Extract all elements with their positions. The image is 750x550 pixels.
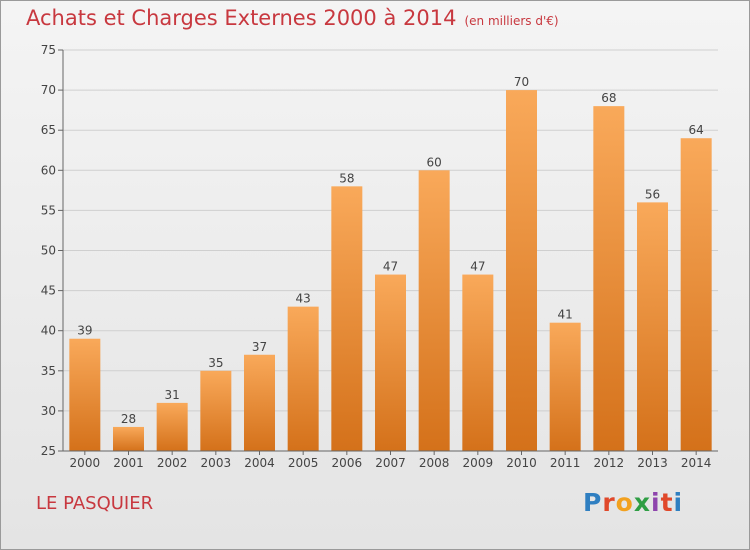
x-tick-label: 2004	[244, 456, 275, 470]
x-tick-label: 2009	[463, 456, 494, 470]
x-tick-label: 2001	[113, 456, 144, 470]
data-label: 28	[121, 412, 136, 426]
data-label: 37	[252, 340, 267, 354]
chart-title-text: Achats et Charges Externes 2000 à 2014	[26, 6, 457, 30]
bar	[244, 354, 275, 451]
x-tick-label: 2002	[157, 456, 188, 470]
x-tick-label: 2008	[419, 456, 450, 470]
x-tick-label: 2010	[506, 456, 537, 470]
x-tick-label: 2006	[332, 456, 363, 470]
data-label: 70	[514, 75, 529, 89]
data-label: 35	[208, 356, 223, 370]
bar	[113, 426, 144, 451]
y-tick-label: 75	[41, 43, 56, 57]
data-label: 41	[558, 308, 573, 322]
x-tick-label: 2005	[288, 456, 319, 470]
proxiti-logo[interactable]: Proxiti	[583, 488, 683, 517]
logo-letter: t	[660, 488, 674, 517]
chart-subtitle: (en milliers d'€)	[464, 14, 559, 28]
data-label: 58	[339, 171, 354, 185]
x-tick-label: 2014	[681, 456, 712, 470]
logo-letter: o	[615, 488, 634, 517]
bar	[331, 186, 363, 451]
y-tick-label: 35	[41, 364, 56, 378]
bar	[69, 338, 101, 451]
chart-title: Achats et Charges Externes 2000 à 2014 (e…	[26, 6, 559, 30]
y-tick-label: 70	[41, 83, 56, 97]
data-label: 47	[470, 260, 485, 274]
x-tick-label: 2003	[201, 456, 232, 470]
data-label: 39	[77, 324, 92, 338]
bar	[418, 170, 450, 452]
data-label: 64	[689, 123, 704, 137]
data-label: 60	[427, 155, 442, 169]
data-label: 43	[296, 292, 311, 306]
bar	[200, 370, 232, 451]
bar	[156, 402, 188, 451]
bar	[287, 306, 319, 451]
logo-letter: i	[651, 488, 661, 517]
x-tick-label: 2000	[70, 456, 101, 470]
bar	[375, 274, 406, 451]
y-tick-label: 55	[41, 203, 56, 217]
bars: 39 28 31 35 37 43 58 47 60 47 70 41 68 56 64	[69, 75, 712, 452]
axes: 25 30 35 40 45 50 55 60 65 70 75 2000 2001 2002 2003 20…	[41, 43, 718, 470]
bar	[637, 202, 668, 451]
logo-letter: i	[673, 488, 684, 517]
bar	[680, 138, 712, 451]
x-tick-label: 2012	[594, 456, 625, 470]
bar	[549, 322, 581, 451]
y-tick-label: 65	[41, 123, 56, 137]
logo-letter: P	[583, 488, 603, 517]
logo-letter: x	[633, 488, 651, 517]
data-label: 68	[601, 91, 616, 105]
data-label: 31	[165, 388, 180, 402]
y-tick-label: 25	[41, 444, 56, 458]
bar	[593, 106, 625, 451]
y-tick-label: 30	[41, 404, 56, 418]
x-tick-label: 2007	[375, 456, 406, 470]
logo-letter: r	[602, 488, 616, 517]
place-name: LE PASQUIER	[36, 493, 154, 514]
data-label: 47	[383, 260, 398, 274]
bar	[462, 274, 494, 451]
x-tick-label: 2013	[637, 456, 668, 470]
y-tick-label: 50	[41, 244, 56, 258]
y-tick-label: 45	[41, 284, 56, 298]
bar	[506, 90, 537, 451]
y-tick-label: 60	[41, 163, 56, 177]
x-tick-label: 2011	[550, 456, 581, 470]
data-label: 56	[645, 187, 660, 201]
y-tick-label: 40	[41, 324, 56, 338]
